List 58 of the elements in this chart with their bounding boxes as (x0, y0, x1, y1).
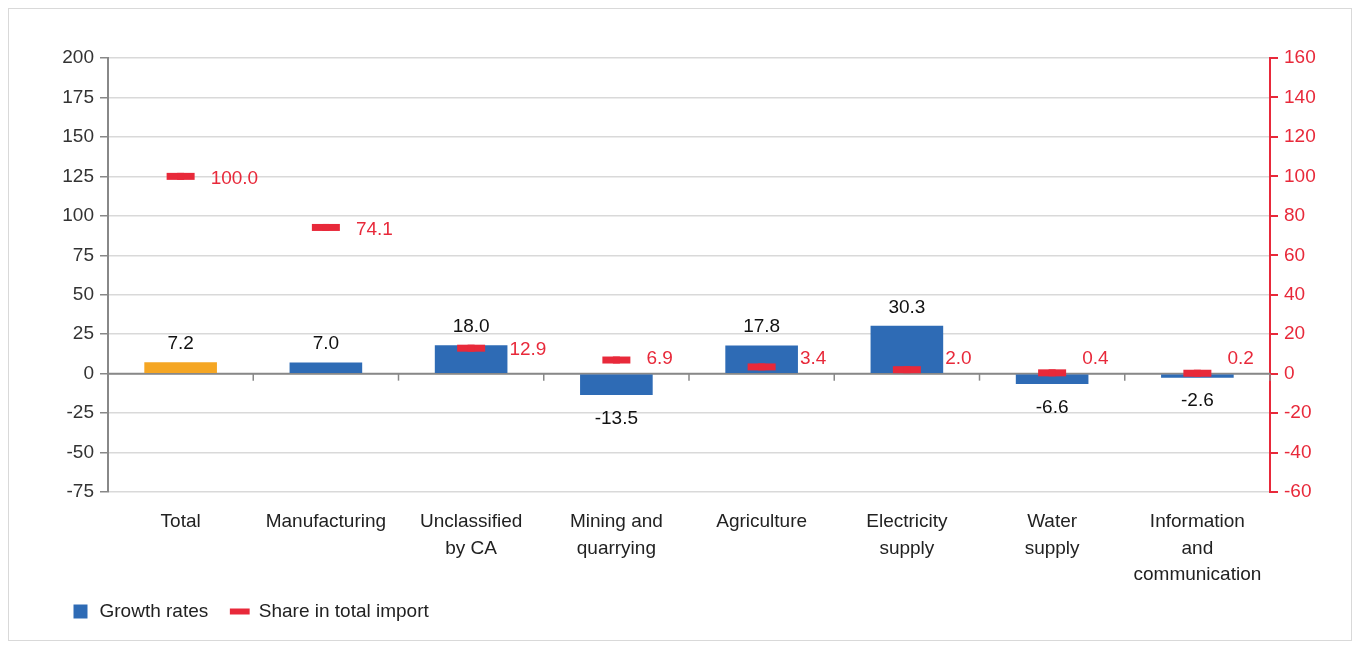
y2-tick-label: 60 (1284, 243, 1306, 265)
y-tick-label: 175 (62, 85, 94, 107)
point (467, 344, 475, 352)
data-label: 74.1 (355, 217, 393, 239)
legend-label: Share in total import (258, 599, 430, 621)
y2-tick-label: 20 (1284, 322, 1306, 344)
y-tick-label: 100 (62, 204, 94, 226)
data-label: 3.4 (799, 346, 827, 368)
y2-tick-label: -60 (1284, 480, 1312, 502)
y2-tick-label: 160 (1284, 46, 1316, 68)
y-tick-label: -25 (66, 401, 94, 423)
y-tick-label: 125 (62, 164, 94, 186)
x-tick-label: Agriculture (716, 510, 808, 532)
y-tick-label: -75 (66, 480, 94, 502)
point (1048, 369, 1056, 377)
y-tick-label: 75 (72, 243, 94, 265)
legend-label: Growth rates (99, 599, 209, 621)
y2-tick-label: -20 (1284, 401, 1312, 423)
data-label: -13.5 (594, 406, 639, 428)
data-label: 100.0 (210, 166, 259, 188)
y-tick-label: 50 (72, 282, 94, 304)
y2-tick-label: 100 (1284, 164, 1316, 186)
data-label: -2.6 (1181, 389, 1214, 411)
y-tick-label: 0 (83, 361, 94, 383)
data-label: 7.0 (312, 332, 340, 354)
y2-tick-label: 140 (1284, 85, 1316, 107)
y2-tick-label: 120 (1284, 125, 1316, 147)
data-label: 7.2 (167, 332, 194, 354)
y-tick-label: -50 (66, 440, 94, 462)
x-tick-label: Manufacturing (265, 510, 387, 532)
y-tick-label: 150 (62, 125, 94, 147)
y-tick-label: 200 (62, 46, 94, 68)
x-tick-label: Total (160, 510, 201, 532)
data-label: 12.9 (509, 338, 547, 360)
y-tick-label: 25 (72, 322, 94, 344)
data-label: 0.2 (1227, 346, 1254, 368)
data-label: -6.6 (1035, 395, 1069, 417)
x-tick-label: Mining and quarrying (569, 510, 663, 558)
x-tick-label: Electricity supply (866, 510, 949, 558)
point (177, 172, 185, 180)
data-label: 17.8 (743, 315, 781, 337)
x-tick-label: Water supply (1024, 510, 1081, 558)
y2-tick-label: 40 (1284, 282, 1306, 304)
data-label: 18.0 (452, 314, 490, 336)
x-tick-label: Information and communication (1133, 510, 1262, 584)
y2-tick-label: 80 (1284, 204, 1306, 226)
point (1193, 369, 1201, 377)
point (758, 363, 766, 371)
data-label: 6.9 (646, 346, 673, 368)
data-label: 30.3 (888, 295, 926, 317)
data-label: 2.0 (945, 346, 972, 368)
y2-tick-label: -40 (1284, 440, 1312, 462)
y2-tick-label: 0 (1284, 361, 1295, 383)
point (903, 366, 911, 374)
data-label: 0.4 (1082, 346, 1109, 368)
point (322, 223, 330, 231)
point (612, 356, 620, 364)
x-tick-label: Unclassified by CA (419, 510, 523, 558)
